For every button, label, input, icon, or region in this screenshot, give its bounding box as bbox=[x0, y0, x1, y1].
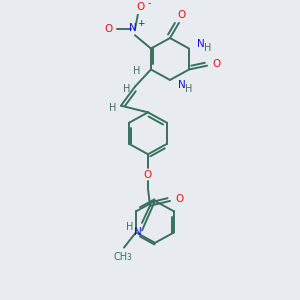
Text: O: O bbox=[144, 170, 152, 180]
Text: N: N bbox=[197, 39, 205, 49]
Text: O: O bbox=[212, 59, 220, 69]
Text: H: H bbox=[133, 66, 141, 76]
Text: N: N bbox=[134, 227, 142, 237]
Text: N: N bbox=[178, 80, 186, 90]
Text: H: H bbox=[109, 103, 117, 112]
Text: +: + bbox=[137, 19, 145, 28]
Text: -: - bbox=[147, 0, 151, 8]
Text: O: O bbox=[105, 25, 113, 34]
Text: O: O bbox=[178, 10, 186, 20]
Text: H: H bbox=[123, 83, 130, 94]
Text: N: N bbox=[129, 22, 137, 33]
Text: H: H bbox=[204, 43, 212, 52]
Text: 3: 3 bbox=[127, 253, 131, 262]
Text: H: H bbox=[126, 222, 134, 232]
Text: O: O bbox=[137, 2, 145, 12]
Text: CH: CH bbox=[114, 252, 128, 262]
Text: H: H bbox=[185, 83, 193, 94]
Text: O: O bbox=[175, 194, 183, 204]
